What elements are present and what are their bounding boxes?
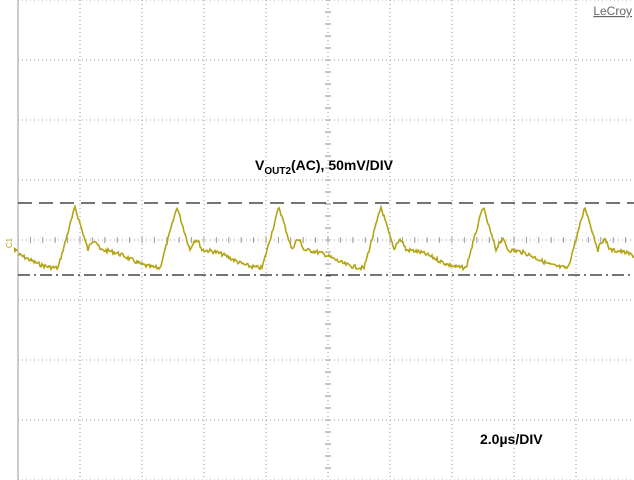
brand-logo: LeCroy	[593, 4, 632, 18]
annotation: VOUT2(AC), 50mV/DIV	[255, 157, 394, 177]
waveform	[17, 204, 634, 272]
annotation-rest: (AC), 50mV/DIV	[291, 157, 394, 173]
timebase-label: 2.0µs/DIV	[480, 431, 543, 447]
annotation-symbol: V	[255, 157, 265, 173]
channel-marker	[14, 247, 18, 253]
channel-label: C1	[5, 237, 14, 248]
annotation-subscript: OUT2	[264, 166, 291, 177]
